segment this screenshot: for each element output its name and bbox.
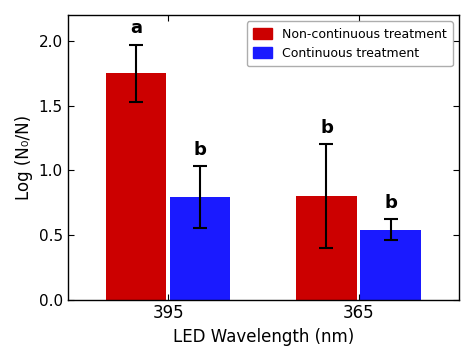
Text: b: b bbox=[384, 193, 397, 212]
Text: a: a bbox=[130, 19, 142, 37]
Bar bbox=[360, 230, 421, 300]
Y-axis label: Log (N₀/N): Log (N₀/N) bbox=[15, 115, 33, 200]
Text: b: b bbox=[320, 119, 333, 136]
Bar bbox=[106, 73, 166, 300]
Text: b: b bbox=[193, 140, 207, 158]
Bar bbox=[170, 197, 230, 300]
X-axis label: LED Wavelength (nm): LED Wavelength (nm) bbox=[173, 328, 354, 346]
Bar bbox=[296, 196, 357, 300]
Legend: Non-continuous treatment, Continuous treatment: Non-continuous treatment, Continuous tre… bbox=[247, 21, 453, 66]
